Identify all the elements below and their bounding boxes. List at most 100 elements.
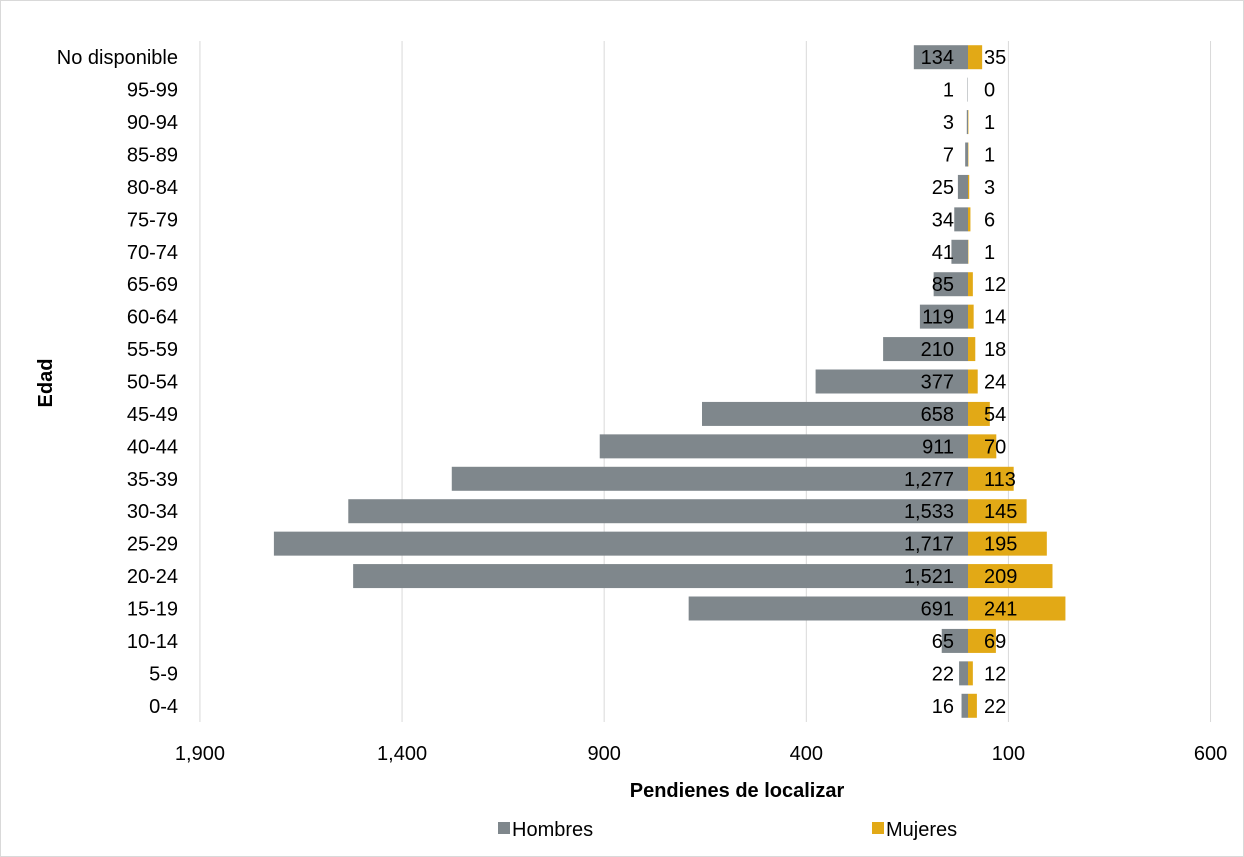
y-category-label: 60-64 [127, 307, 178, 329]
bar-hombres [961, 693, 968, 718]
data-label-mujeres: 209 [984, 566, 1017, 588]
data-label-hombres: 658 [921, 404, 954, 426]
data-label-mujeres: 12 [984, 663, 1006, 685]
legend-swatch [872, 822, 884, 834]
y-category-label: 65-69 [127, 274, 178, 296]
data-label-mujeres: 3 [984, 177, 995, 199]
data-label-mujeres: 70 [984, 436, 1006, 458]
y-category-label: 85-89 [127, 145, 178, 167]
data-label-mujeres: 69 [984, 631, 1006, 653]
bar-hombres [957, 174, 968, 199]
bar-mujeres [968, 434, 997, 459]
data-label-hombres: 134 [921, 47, 954, 69]
legend-label: Mujeres [886, 819, 957, 841]
gridlines [199, 41, 1212, 722]
x-tick-label: 1,400 [377, 743, 427, 765]
y-category-label: 40-44 [127, 436, 178, 458]
bar-hombres [688, 596, 968, 621]
bar-mujeres [968, 564, 1053, 589]
data-label-hombres: 911 [922, 436, 954, 458]
bar-hombres [348, 499, 968, 524]
bar-mujeres [968, 45, 983, 70]
x-tick-label: 400 [790, 743, 823, 765]
data-label-hombres: 25 [932, 177, 954, 199]
data-label-hombres: 1,533 [904, 501, 954, 523]
data-label-mujeres: 12 [984, 274, 1006, 296]
bar-hombres [951, 239, 968, 264]
bar-mujeres [968, 661, 973, 686]
y-axis-title: Edad [35, 359, 57, 408]
data-label-hombres: 65 [932, 631, 954, 653]
bar-hombres [941, 628, 968, 653]
bar-mujeres [968, 531, 1047, 556]
data-label-hombres: 16 [932, 696, 954, 718]
bar-mujeres [968, 596, 1066, 621]
bar-hombres [966, 110, 968, 135]
data-label-mujeres: 35 [984, 47, 1006, 69]
y-category-label: 75-79 [127, 209, 178, 231]
data-label-mujeres: 195 [984, 534, 1017, 556]
bar-mujeres [968, 337, 976, 362]
bar-hombres [933, 272, 968, 297]
y-category-label: 80-84 [127, 177, 178, 199]
bar-hombres [815, 369, 968, 394]
bar-mujeres [968, 466, 1014, 491]
data-label-hombres: 34 [932, 209, 954, 231]
y-category-label: 20-24 [127, 566, 178, 588]
data-label-mujeres: 113 [984, 469, 1016, 491]
data-label-mujeres: 6 [984, 209, 995, 231]
y-category-label: 10-14 [127, 631, 178, 653]
data-label-mujeres: 1 [984, 112, 995, 134]
data-label-hombres: 1,717 [904, 534, 954, 556]
data-label-hombres: 691 [921, 599, 954, 621]
data-label-mujeres: 241 [984, 599, 1017, 621]
data-label-hombres: 3 [943, 112, 954, 134]
y-category-label: 35-39 [127, 469, 178, 491]
y-category-label: 55-59 [127, 339, 178, 361]
data-label-mujeres: 145 [984, 501, 1017, 523]
data-label-hombres: 41 [932, 242, 954, 264]
data-label-mujeres: 54 [984, 404, 1006, 426]
y-category-label: 90-94 [127, 112, 178, 134]
x-tick-label: 1,900 [175, 743, 225, 765]
bar-hombres [965, 142, 968, 167]
bar-mujeres [968, 628, 996, 653]
y-category-label: 95-99 [127, 80, 178, 102]
legend-label: Hombres [512, 819, 593, 841]
x-axis-title: Pendienes de localizar [630, 780, 845, 802]
data-label-hombres: 7 [943, 145, 954, 167]
data-label-hombres: 85 [932, 274, 954, 296]
bar-mujeres [968, 304, 974, 329]
bar-hombres [919, 304, 968, 329]
x-tick-label: 900 [587, 743, 620, 765]
x-axis-ticks: 1,900 1,400 900 400 100 600 [175, 743, 1227, 765]
y-category-label: 15-19 [127, 599, 178, 621]
data-label-hombres: 119 [922, 307, 954, 329]
bar-hombres [273, 531, 969, 556]
y-category-label: 0-4 [149, 696, 178, 718]
legend-swatch [498, 822, 510, 834]
data-label-mujeres: 1 [984, 242, 995, 264]
bar-mujeres [968, 499, 1027, 524]
y-category-label: 30-34 [127, 501, 178, 523]
y-axis-categories: 0-4 5-9 10-14 15-19 20-24 25-29 30-34 35-39 40-4… [57, 47, 178, 718]
data-label-hombres: 377 [921, 372, 954, 394]
bar-mujeres [968, 693, 977, 718]
bars [273, 45, 1066, 718]
data-label-mujeres: 14 [984, 307, 1006, 329]
data-label-mujeres: 1 [984, 145, 995, 167]
y-category-label: No disponible [57, 47, 178, 69]
data-label-mujeres: 18 [984, 339, 1006, 361]
bar-mujeres [968, 207, 971, 232]
data-label-hombres: 22 [932, 663, 954, 685]
y-category-label: 25-29 [127, 534, 178, 556]
bar-mujeres [968, 369, 978, 394]
bar-hombres [883, 337, 968, 362]
y-category-label: 50-54 [127, 372, 178, 394]
bar-hombres [959, 661, 968, 686]
data-label-hombres: 210 [921, 339, 954, 361]
data-label-mujeres: 0 [984, 80, 995, 102]
